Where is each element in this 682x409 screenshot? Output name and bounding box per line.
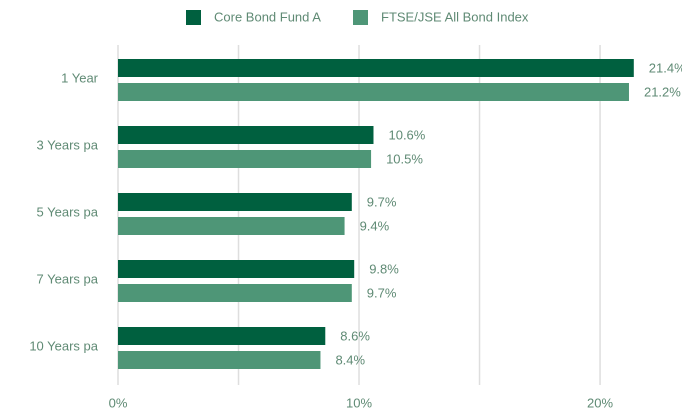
y-tick-label: 3 Years pa (37, 137, 99, 152)
bar (118, 351, 321, 369)
bar (118, 193, 352, 211)
bar (118, 327, 326, 345)
bar (118, 260, 355, 278)
bar (118, 83, 629, 101)
value-label: 9.8% (369, 261, 399, 276)
legend-label: FTSE/JSE All Bond Index (381, 9, 529, 24)
y-tick-label: 1 Year (61, 70, 99, 85)
x-tick-label: 20% (587, 395, 613, 409)
value-label: 9.4% (360, 218, 390, 233)
value-label: 8.4% (335, 352, 365, 367)
value-label: 10.6% (388, 127, 425, 142)
y-tick-label: 7 Years pa (37, 271, 99, 286)
value-label: 9.7% (367, 285, 397, 300)
y-tick-label: 5 Years pa (37, 204, 99, 219)
bar (118, 126, 374, 144)
value-label: 8.6% (340, 328, 370, 343)
value-label: 21.4% (649, 60, 682, 75)
legend-label: Core Bond Fund A (214, 9, 321, 24)
value-label: 21.2% (644, 84, 681, 99)
x-tick-label: 10% (346, 395, 372, 409)
value-label: 9.7% (367, 194, 397, 209)
legend-swatch (186, 10, 201, 25)
bar (118, 284, 352, 302)
bar (118, 59, 634, 77)
value-label: 10.5% (386, 151, 423, 166)
y-tick-label: 10 Years pa (29, 338, 98, 353)
x-tick-label: 0% (109, 395, 128, 409)
bar (118, 217, 345, 235)
bar (118, 150, 372, 168)
legend-swatch (353, 10, 368, 25)
